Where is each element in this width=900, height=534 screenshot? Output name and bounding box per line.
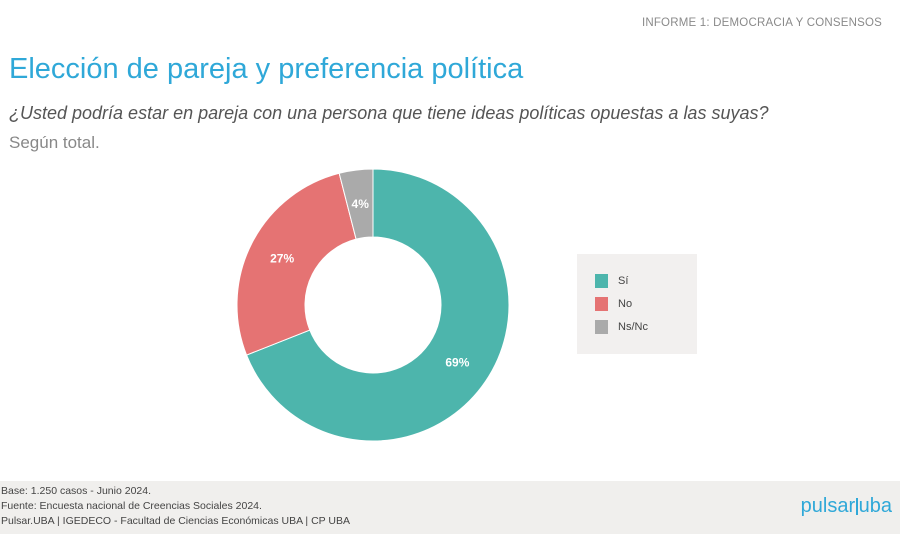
footer-credits: Pulsar.UBA | IGEDECO - Facultad de Cienc… bbox=[1, 515, 350, 527]
donut-slice-no bbox=[236, 172, 357, 356]
footer-source: Fuente: Encuesta nacional de Creencias S… bbox=[1, 500, 262, 512]
data-label-no: 27% bbox=[270, 252, 294, 266]
logo-divider bbox=[856, 498, 858, 515]
donut-slice-si bbox=[245, 168, 510, 442]
legend-swatch-si bbox=[595, 274, 608, 288]
logo-text-pulsar: pulsar bbox=[800, 495, 856, 517]
pulsar-uba-logo: pulsar uba bbox=[801, 495, 892, 518]
data-label-si: 69% bbox=[445, 355, 469, 369]
legend-label-si: Sí bbox=[618, 275, 629, 287]
data-label-nsnc: 4% bbox=[352, 197, 370, 211]
legend-label-no: No bbox=[618, 298, 633, 310]
survey-question: ¿Usted podría estar en pareja con una pe… bbox=[9, 103, 769, 123]
chart-legend: Sí No Ns/Nc bbox=[577, 254, 697, 354]
legend-item-no: No bbox=[595, 297, 632, 311]
donut-chart: 69% 27% 4% bbox=[236, 168, 510, 442]
footer-base: Base: 1.250 casos - Junio 2024. bbox=[1, 485, 152, 497]
legend-swatch-no bbox=[595, 297, 608, 311]
report-label: INFORME 1: DEMOCRACIA Y CONSENSOS bbox=[641, 17, 882, 29]
legend-item-si: Sí bbox=[595, 274, 628, 288]
donut-slice-nsnc bbox=[338, 168, 374, 240]
legend-label-nsnc: Ns/Nc bbox=[618, 321, 648, 333]
footer: Base: 1.250 casos - Junio 2024. Fuente: … bbox=[0, 481, 900, 534]
chart-subtitle: Según total. bbox=[9, 133, 100, 152]
logo-text-uba: uba bbox=[858, 495, 892, 517]
legend-swatch-nsnc bbox=[595, 320, 608, 334]
page-title: Elección de pareja y preferencia polític… bbox=[9, 53, 524, 85]
legend-item-nsnc: Ns/Nc bbox=[595, 320, 648, 334]
